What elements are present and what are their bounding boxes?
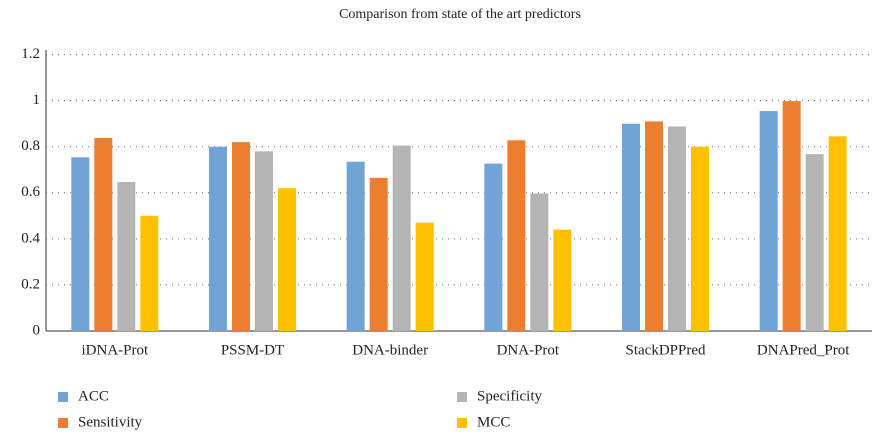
bar: [691, 146, 709, 331]
x-tick-label: iDNA-Prot: [81, 342, 148, 358]
bar: [805, 154, 824, 331]
x-tick-label: DNA-Prot: [497, 342, 560, 358]
bar: [346, 161, 365, 331]
bar: [484, 163, 503, 331]
x-tick-label: PSSM-DT: [221, 342, 284, 358]
legend-label: Sensitivity: [78, 414, 143, 430]
bar: [71, 157, 90, 331]
y-tick-label: 0.8: [21, 138, 40, 154]
bar: [645, 121, 663, 331]
bar: [622, 123, 640, 331]
bar: [828, 136, 847, 331]
bar: [255, 151, 273, 331]
bar: [668, 126, 686, 332]
bar: [140, 215, 159, 331]
x-tick-label: DNA-binder: [352, 342, 428, 358]
bar: [392, 145, 411, 331]
legend-label: Specificity: [477, 388, 542, 404]
y-tick-label: 1.2: [21, 46, 40, 62]
bar: [369, 177, 388, 331]
bar: [278, 188, 296, 331]
legend-swatch: [58, 418, 68, 428]
bar: [232, 142, 250, 331]
x-tick-label: DNAPred_Prot: [757, 342, 850, 358]
bar: [553, 229, 572, 331]
legend-swatch: [58, 392, 68, 402]
y-tick-label: 0.2: [21, 276, 40, 292]
bar: [782, 101, 801, 332]
y-tick-label: 0: [33, 322, 41, 338]
bar: [209, 146, 227, 331]
bar: [530, 193, 549, 331]
x-tick-label: StackDPPred: [626, 342, 706, 358]
legend-swatch: [457, 392, 467, 402]
bar: [415, 222, 434, 331]
legend-swatch: [457, 418, 467, 428]
bar: [759, 111, 778, 331]
bar: [117, 181, 136, 331]
y-tick-label: 0.4: [21, 230, 40, 246]
legend-label: MCC: [477, 414, 510, 430]
legend-label: ACC: [78, 388, 109, 404]
chart-title: Comparison from state of the art predict…: [339, 7, 581, 22]
y-tick-label: 0.6: [21, 184, 40, 200]
bar: [507, 140, 526, 331]
y-tick-label: 1: [33, 92, 41, 108]
bar: [94, 137, 113, 331]
